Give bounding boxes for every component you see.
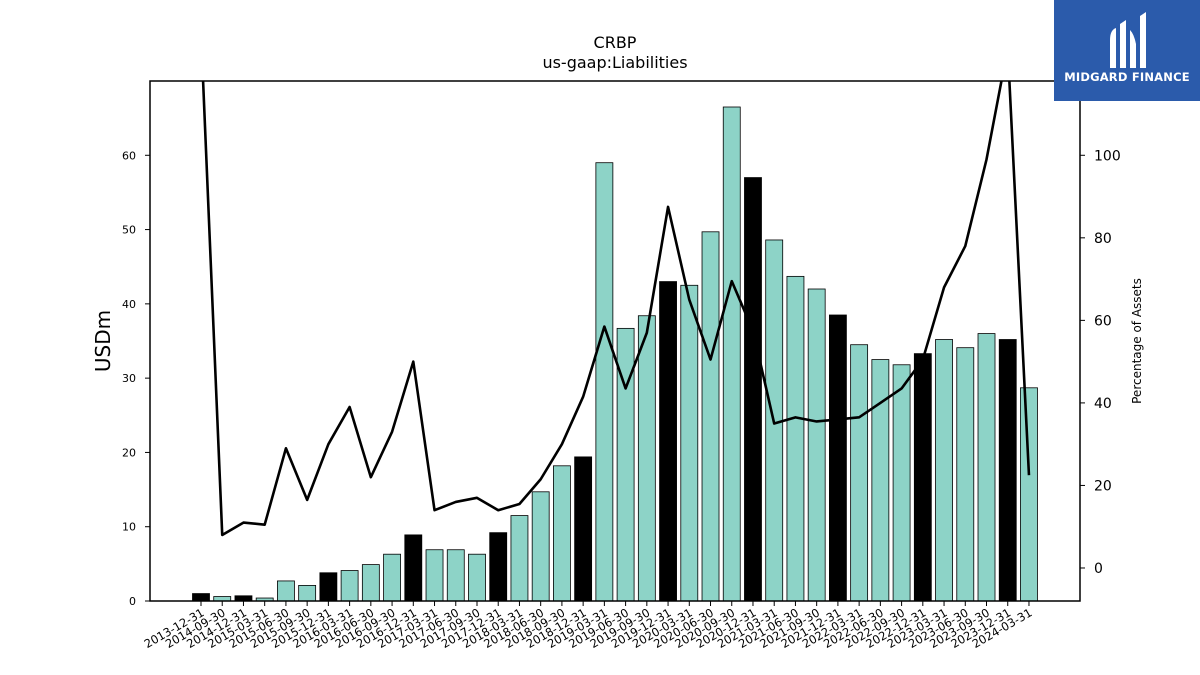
bar-liabilities-2018-06-30: [531, 491, 550, 602]
bar-liabilities-2017-12-31: [489, 532, 508, 602]
y-left-tick-label: 10: [122, 521, 136, 534]
y-left-tick-label: 40: [122, 298, 136, 311]
chart-subtitle: us-gaap:Liabilities: [542, 53, 687, 72]
y-left-tick-label: 50: [122, 224, 136, 237]
midgard-finance-logo: MIDGARD FINANCE: [1054, 0, 1200, 101]
bar-liabilities-2015-12-31: [319, 572, 338, 602]
bar-liabilities-2021-06-30: [786, 275, 805, 602]
y-left-tick-label: 30: [122, 372, 136, 385]
bar-liabilities-2018-12-31: [574, 456, 593, 602]
y-left-tick-label: 0: [129, 595, 136, 608]
bar-liabilities-2015-09-30: [298, 585, 317, 602]
line-pct-of-assets: [201, 81, 1031, 537]
bar-liabilities-2022-06-30: [871, 359, 890, 602]
bar-liabilities-2023-12-31: [998, 339, 1017, 602]
bar-liabilities-2023-03-31: [935, 339, 953, 602]
bar-liabilities-2013-12-31: [192, 593, 210, 602]
y-right-tick-label: 100: [1094, 148, 1121, 164]
bar-liabilities-2019-03-31: [595, 162, 614, 602]
logo-mark-icon: [1110, 12, 1146, 68]
bar-liabilities-2014-12-31: [234, 595, 253, 602]
chart-title: CRBP: [594, 33, 637, 52]
bar-liabilities-2016-03-31: [340, 570, 359, 602]
y-right-tick-label: 20: [1094, 478, 1112, 494]
bar-liabilities-2021-12-31: [829, 314, 847, 602]
bar-liabilities-2016-12-31: [404, 534, 423, 602]
bar-liabilities-2020-12-31: [744, 177, 762, 602]
plot-frame: [149, 80, 1081, 602]
bar-liabilities-2020-09-30: [722, 106, 741, 602]
bar-liabilities-2023-06-30: [956, 347, 975, 602]
bar-liabilities-2017-06-30: [446, 549, 465, 602]
bar-liabilities-2021-09-30: [807, 288, 826, 602]
bar-liabilities-2017-09-30: [468, 553, 486, 602]
bar-liabilities-2019-12-31: [659, 281, 677, 602]
y-left-tick-label: 20: [122, 446, 136, 459]
y-right-tick-label: 40: [1094, 396, 1112, 412]
y-right-tick-label: 0: [1094, 561, 1103, 577]
bar-liabilities-2022-12-31: [913, 353, 932, 602]
bar-liabilities-2019-09-30: [637, 315, 656, 602]
logo-text: MIDGARD FINANCE: [1064, 70, 1190, 84]
bar-liabilities-2016-06-30: [361, 564, 380, 602]
bar-liabilities-2017-03-31: [425, 549, 444, 602]
bar-liabilities-2016-09-30: [383, 553, 401, 602]
bar-liabilities-2018-09-30: [553, 465, 571, 602]
bar-liabilities-2022-09-30: [892, 364, 911, 602]
bar-liabilities-2022-03-31: [850, 344, 869, 602]
y-axis-left-label: USDm: [91, 310, 115, 372]
bar-liabilities-2020-03-31: [680, 284, 699, 602]
y-left-tick-label: 60: [122, 149, 136, 162]
y-right-tick-label: 80: [1094, 231, 1112, 247]
bar-liabilities-2018-03-31: [510, 515, 529, 602]
y-axis-right-label: Percentage of Assets: [1130, 278, 1144, 404]
bar-liabilities-2020-06-30: [701, 231, 720, 602]
y-right-tick-label: 60: [1094, 313, 1112, 329]
bar-liabilities-2024-03-31: [1020, 387, 1038, 602]
bar-liabilities-2023-09-30: [977, 333, 996, 602]
bar-liabilities-2015-06-30: [277, 580, 295, 602]
